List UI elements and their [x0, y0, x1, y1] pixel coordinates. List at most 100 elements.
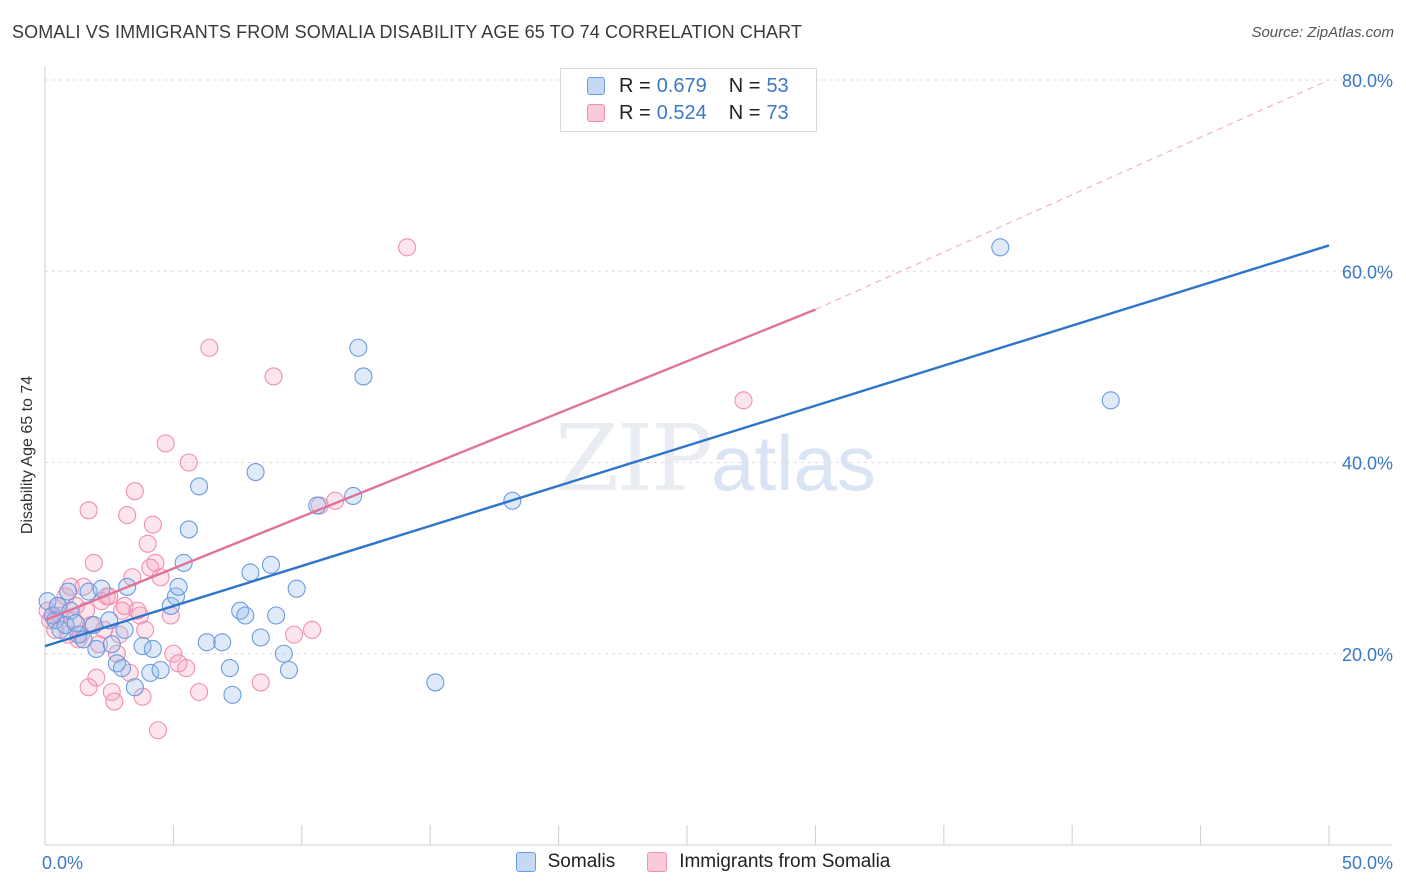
legend-row-immigrants: R = 0.524 N = 73: [587, 100, 789, 126]
legend-n-value: 53: [766, 74, 789, 97]
somalis-point: [38, 592, 57, 611]
immigrants-swatch: [647, 852, 668, 872]
y-tick-label: 80.0%: [1342, 71, 1393, 91]
stats-legend: R = 0.679 N = 53 R = 0.524 N = 73: [560, 68, 817, 132]
immigrants-point: [200, 338, 219, 357]
immigrants-point: [148, 721, 168, 740]
immigrants-point: [107, 644, 126, 663]
immigrants-point: [87, 668, 106, 687]
somalis-point: [236, 606, 255, 625]
legend-immigrants-label: Immigrants from Somalia: [679, 851, 891, 872]
immigrants-point: [79, 678, 98, 697]
x-tick-label: 0.0%: [42, 853, 83, 873]
immigrants-point: [285, 625, 304, 644]
somalis-point: [66, 614, 85, 633]
immigrants-point: [125, 482, 144, 501]
immigrants-point: [264, 367, 283, 386]
immigrants-point: [177, 659, 196, 678]
somalis-point: [231, 601, 250, 620]
trendlines: [44, 79, 1330, 648]
legend-n-label: N =: [728, 74, 761, 97]
immigrants-point: [398, 238, 417, 257]
somalis-point: [151, 660, 170, 680]
legend-r-label: R =: [619, 74, 651, 97]
legend-item-somalis[interactable]: Somalis: [515, 851, 616, 873]
y-tick-label: 20.0%: [1342, 645, 1393, 665]
immigrants-point: [164, 644, 183, 663]
somalis-point: [213, 633, 232, 652]
y-tick-label: 60.0%: [1342, 262, 1393, 282]
immigrants-point: [105, 692, 124, 711]
somalis-point: [102, 635, 121, 654]
immigrants-point: [84, 553, 103, 572]
somalis-point: [1101, 391, 1120, 410]
immigrants-point: [303, 620, 322, 639]
tick-labels: 20.0% 40.0% 60.0% 80.0% 0.0% 50.0%: [42, 71, 1393, 873]
immigrants-point: [112, 601, 132, 620]
somalis-point: [220, 659, 239, 678]
immigrants-point: [179, 453, 198, 472]
immigrants-point: [136, 620, 155, 639]
watermark: ZIPatlas: [555, 405, 876, 512]
somalis-point: [287, 579, 306, 598]
immigrants-point: [143, 515, 162, 534]
somalis-points: [38, 238, 1120, 704]
legend-somalis-label: Somalis: [547, 851, 616, 872]
somalis-point: [991, 238, 1010, 257]
somalis-point: [354, 367, 373, 386]
x-tick-label: 50.0%: [1342, 853, 1393, 873]
watermark-zip: ZIP: [555, 405, 713, 512]
immigrants-point: [190, 682, 209, 702]
immigrants-point: [110, 625, 129, 644]
somalis-point: [267, 606, 286, 625]
legend-row-somalis: R = 0.679 N = 53: [587, 73, 789, 99]
immigrants-point: [156, 434, 175, 453]
somalis-point: [51, 620, 70, 639]
somalis-point: [223, 685, 242, 704]
immigrants-swatch: [587, 104, 605, 122]
somalis-point: [279, 660, 299, 680]
somalis-point: [133, 637, 152, 656]
somalis-point: [179, 520, 198, 539]
somalis-point: [141, 663, 160, 682]
series-legend: Somalis Immigrants from Somalia: [0, 851, 1406, 873]
somalis-point: [261, 555, 281, 574]
somalis-swatch: [515, 852, 536, 872]
immigrants-point: [118, 506, 137, 525]
somalis-point: [125, 678, 144, 697]
somalis-point: [251, 628, 270, 647]
legend-r-label: R =: [619, 101, 651, 124]
immigrants-point: [79, 501, 98, 520]
legend-r-value: 0.524: [656, 101, 707, 124]
chart-title: SOMALI VS IMMIGRANTS FROM SOMALIA DISABI…: [12, 22, 803, 42]
somalis-point: [59, 582, 78, 601]
legend-n-label: N =: [728, 101, 761, 124]
somalis-point: [246, 463, 265, 482]
somalis-point: [197, 633, 216, 652]
somalis-point: [426, 673, 445, 692]
legend-n-value: 73: [766, 101, 789, 124]
y-tick-label: 40.0%: [1342, 454, 1393, 474]
immigrants-point: [133, 687, 152, 706]
source-label: Source: ZipAtlas.com: [1251, 24, 1394, 41]
legend-item-immigrants[interactable]: Immigrants from Somalia: [647, 851, 890, 873]
immigrants-point: [146, 553, 165, 572]
somalis-point: [107, 654, 126, 673]
immigrants-points: [38, 238, 753, 740]
immigrants-trendline: [44, 308, 816, 622]
somalis-trendline: [44, 244, 1330, 648]
somalis-point: [169, 577, 188, 596]
somalis-point: [241, 563, 260, 582]
immigrants-point: [61, 577, 80, 596]
immigrants-trendline-extension: [815, 79, 1330, 311]
somalis-point: [274, 644, 293, 663]
axes: [44, 66, 1392, 846]
immigrants-point: [734, 391, 753, 410]
somalis-point: [349, 338, 368, 357]
legend-r-value: 0.679: [656, 74, 707, 97]
somalis-swatch: [587, 77, 605, 95]
somalis-point: [190, 477, 209, 496]
somalis-point: [112, 659, 132, 678]
immigrants-point: [251, 673, 270, 692]
